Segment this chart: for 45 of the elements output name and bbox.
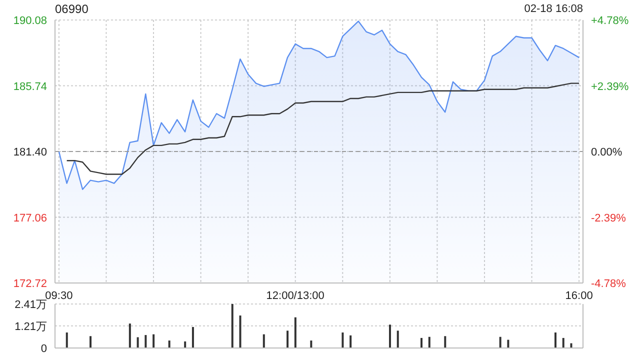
- y2-tick-label: -2.39%: [591, 212, 626, 224]
- bar: [168, 340, 170, 348]
- y-tick-label: 177.06: [13, 212, 47, 224]
- x-tick-label: 16:00: [565, 290, 593, 302]
- bar: [396, 330, 399, 348]
- bar: [420, 338, 423, 348]
- x-tick-label: 12:00/13:00: [266, 290, 324, 302]
- bar: [507, 340, 510, 348]
- y2-tick-label: 0.00%: [591, 146, 622, 158]
- bar: [286, 330, 289, 348]
- bar: [428, 336, 430, 348]
- bar: [239, 316, 242, 348]
- chart-title: 06990: [55, 2, 88, 16]
- bar: [499, 336, 502, 348]
- bar: [90, 336, 92, 348]
- bar: [444, 336, 446, 348]
- bar: [136, 337, 139, 348]
- y2-tick-label: +4.78%: [591, 15, 629, 27]
- bar: [128, 324, 131, 348]
- y2-tick-label: +2.39%: [591, 80, 629, 93]
- bar: [144, 335, 147, 348]
- x-tick-label: 09:30: [45, 290, 73, 302]
- bar: [350, 335, 352, 348]
- y-tick-label: 190.08: [13, 15, 47, 27]
- y-tick-label: 181.40: [13, 146, 47, 158]
- y-tick-label: 1.21万: [14, 320, 47, 333]
- bar: [184, 341, 186, 348]
- y-tick-label: 185.74: [13, 80, 47, 93]
- line-series: [66, 82, 580, 175]
- bar: [66, 332, 68, 348]
- y-tick-label: 2.41万: [14, 298, 47, 311]
- bar: [562, 338, 564, 348]
- bar: [388, 324, 391, 348]
- text: 02-18 16:08: [524, 3, 583, 15]
- bar: [152, 334, 155, 348]
- bar: [192, 327, 194, 348]
- bar: [310, 340, 312, 348]
- bar: [231, 304, 234, 348]
- y-tick-label: 0: [40, 342, 47, 355]
- bar: [294, 317, 296, 348]
- bar: [554, 332, 556, 348]
- y-tick-label: 172.72: [13, 278, 47, 290]
- y2-tick-label: -4.78%: [591, 278, 626, 290]
- bar: [342, 332, 344, 348]
- bar: [262, 334, 265, 348]
